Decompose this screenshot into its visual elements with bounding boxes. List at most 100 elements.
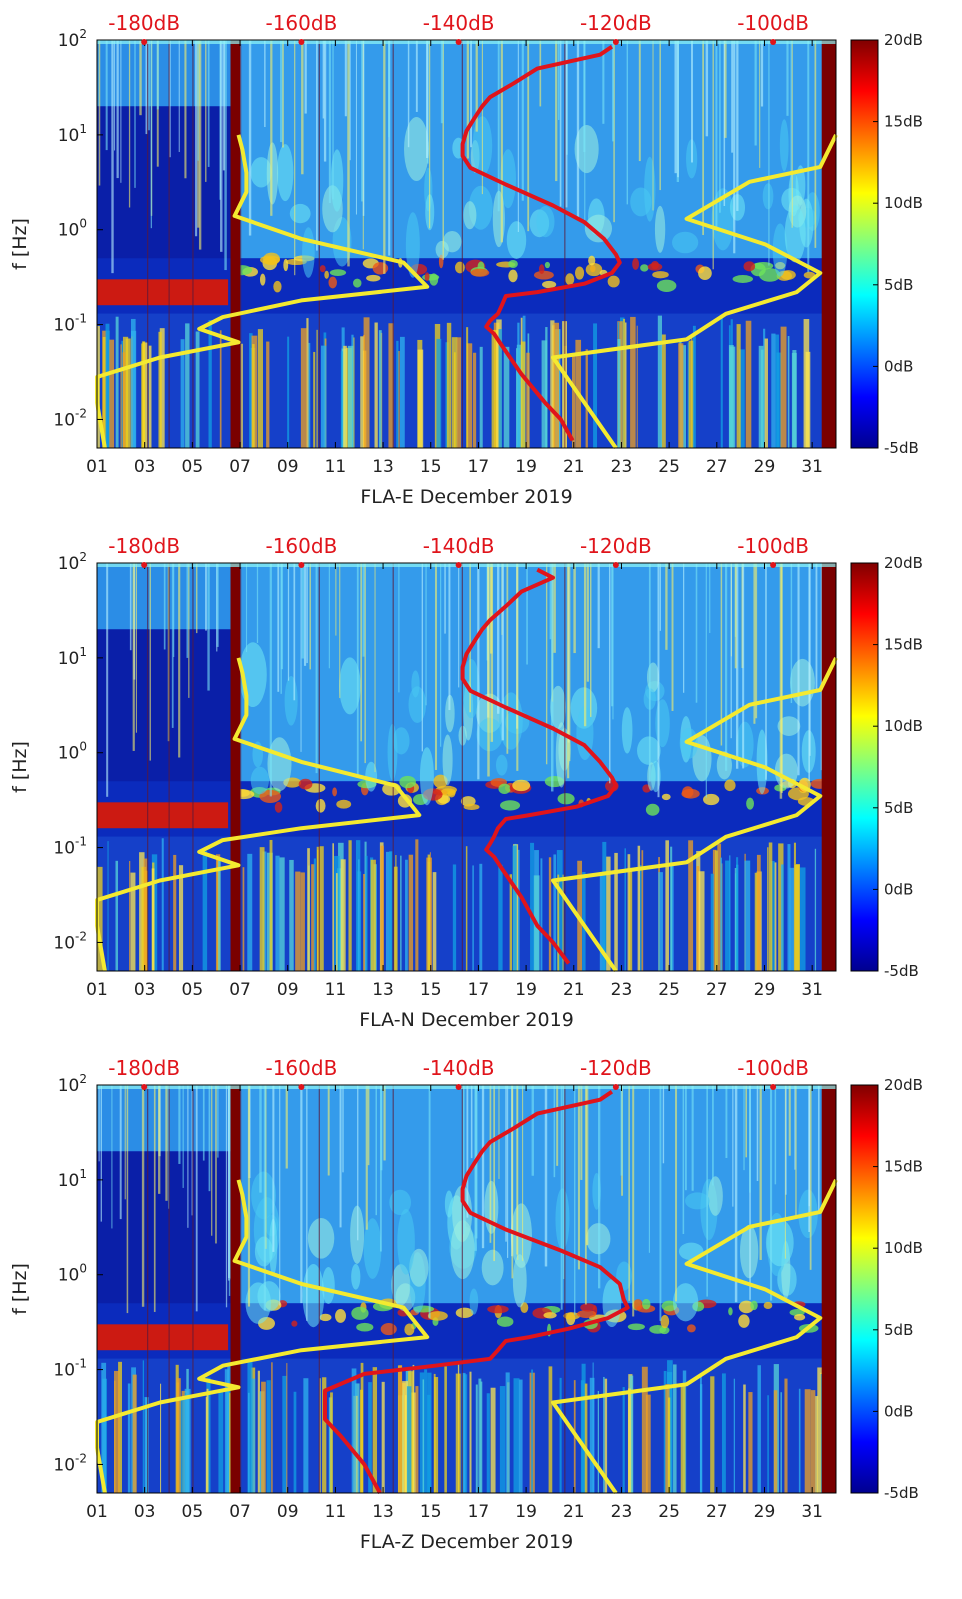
db-tick bbox=[612, 1084, 619, 1090]
spectrogram-stripe bbox=[355, 40, 357, 215]
spectrogram-stripe bbox=[673, 1364, 677, 1493]
spectrogram-stripe bbox=[432, 872, 437, 971]
spectrogram-stripe bbox=[577, 1085, 580, 1270]
spectrogram-stripe bbox=[465, 846, 468, 971]
spectrogram-stripe bbox=[614, 852, 618, 971]
spectrogram-stripe bbox=[808, 563, 810, 782]
spectrogram-stripe bbox=[151, 868, 155, 971]
y-tick-label: 102 bbox=[58, 27, 87, 51]
spectrogram-patch bbox=[763, 1301, 773, 1309]
spectrogram-stripe bbox=[184, 1395, 189, 1493]
spectrogram-stripe bbox=[734, 1085, 738, 1303]
spectrogram-stripe bbox=[691, 1085, 694, 1191]
spectrogram-stripe bbox=[415, 839, 419, 971]
spectrogram-patch bbox=[328, 276, 337, 289]
spectrogram-gap bbox=[461, 1085, 463, 1493]
db-axis-label: -160dB bbox=[265, 1056, 337, 1080]
spectrogram-stripe bbox=[247, 1361, 253, 1493]
spectrogram-stripe bbox=[562, 874, 564, 971]
red_noise_curve_db bbox=[460, 567, 618, 965]
spectrogram-stripe bbox=[322, 40, 325, 119]
spectrogram-stripe bbox=[332, 40, 334, 200]
spectrogram-stripe bbox=[141, 1085, 145, 1307]
spectrogram-stripe bbox=[586, 563, 589, 682]
spectrogram-patch bbox=[544, 261, 551, 269]
spectrogram-patch bbox=[500, 149, 516, 209]
db-axis-label: -160dB bbox=[265, 534, 337, 558]
spectrogram-stripe bbox=[723, 40, 726, 207]
spectrogram-stripe bbox=[516, 563, 519, 771]
spectrogram-stripe bbox=[677, 40, 679, 178]
spectrogram-stripe bbox=[506, 563, 509, 754]
y-tick-label: 10-2 bbox=[53, 406, 87, 430]
spectrogram-stripe bbox=[407, 40, 410, 148]
spectrogram-stripe bbox=[475, 40, 478, 132]
spectrogram-patch bbox=[463, 201, 477, 230]
spectrogram-stripe bbox=[479, 863, 483, 971]
spectrogram-stripe bbox=[466, 327, 469, 448]
db-tick bbox=[298, 1084, 305, 1090]
spectrogram-stripe bbox=[785, 1085, 787, 1195]
colorbar-label: 0dB bbox=[884, 880, 913, 898]
spectrogram-patch bbox=[380, 1323, 397, 1336]
spectrogram-stripe bbox=[266, 1380, 271, 1493]
spectrogram-stripe bbox=[556, 850, 563, 971]
spectrogram-stripe bbox=[472, 865, 474, 971]
spectrogram-stripe bbox=[548, 857, 552, 971]
spectrogram-stripe bbox=[787, 336, 790, 448]
spectrogram-stripe bbox=[122, 336, 129, 448]
spectrogram-patch bbox=[585, 262, 603, 277]
spectrogram-stripe bbox=[771, 333, 776, 448]
spectrogram-band bbox=[97, 1324, 229, 1351]
colorbar-label: 10dB bbox=[884, 1239, 923, 1257]
spectrogram-stripe bbox=[100, 1085, 102, 1222]
spectrogram-stripe bbox=[228, 1085, 231, 1296]
spectrogram-stripe bbox=[585, 349, 588, 448]
spectrogram-stripe bbox=[786, 40, 789, 116]
spectrogram-stripe bbox=[218, 1391, 224, 1493]
spectrogram-stripe bbox=[790, 40, 792, 216]
spectrogram-stripe bbox=[736, 324, 741, 448]
spectrogram-stripe bbox=[754, 40, 757, 146]
spectrogram-stripe bbox=[129, 860, 131, 971]
spectrogram-patch bbox=[659, 1326, 670, 1335]
db-axis-label: -100dB bbox=[737, 534, 809, 558]
x-tick-label: 05 bbox=[182, 457, 204, 477]
db-axis-label: -180dB bbox=[108, 11, 180, 35]
spectrogram-stripe bbox=[269, 839, 273, 971]
x-tick-label: 11 bbox=[325, 1502, 347, 1522]
spectrogram-gap bbox=[147, 40, 149, 448]
spectrogram-stripe bbox=[780, 326, 787, 448]
spectrogram-patch bbox=[322, 1267, 335, 1305]
data-gap bbox=[230, 1085, 241, 1493]
yellow_noise_curve_db bbox=[95, 1179, 430, 1494]
colorbar bbox=[850, 39, 879, 449]
spectrogram-patch bbox=[536, 206, 555, 238]
spectrogram-patch bbox=[250, 157, 272, 188]
spectrogram-stripe bbox=[682, 1085, 685, 1235]
spectrogram-stripe bbox=[434, 563, 438, 770]
spectrogram-patch bbox=[756, 729, 768, 795]
spectrogram-stripe bbox=[143, 342, 148, 448]
spectrogram-stripe bbox=[132, 1374, 137, 1493]
spectrogram-stripe bbox=[499, 1386, 506, 1493]
spectrogram-stripe bbox=[794, 1085, 796, 1170]
yellow_noise_curve_db_right bbox=[551, 657, 838, 973]
spectrogram-stripe bbox=[319, 846, 324, 971]
spectrogram-patch bbox=[762, 183, 774, 210]
spectrogram-stripe bbox=[550, 320, 555, 448]
spectrogram-stripe bbox=[597, 1390, 600, 1493]
spectrogram-stripe bbox=[328, 40, 331, 204]
x-tick-label: 27 bbox=[706, 457, 728, 477]
spectrogram-stripe bbox=[158, 331, 162, 448]
spectrogram-stripe bbox=[311, 864, 316, 971]
spectrogram-stripe bbox=[380, 845, 384, 971]
spectrogram-stripe bbox=[120, 344, 122, 448]
spectrogram-gap bbox=[147, 1085, 149, 1493]
spectrogram-stripe bbox=[388, 40, 390, 138]
spectrogram-stripe bbox=[466, 343, 473, 448]
spectrogram-patch bbox=[750, 1300, 758, 1311]
data-gap bbox=[821, 563, 836, 971]
spectrogram-stripe bbox=[343, 345, 347, 448]
spectrogram-stripe bbox=[779, 563, 783, 799]
